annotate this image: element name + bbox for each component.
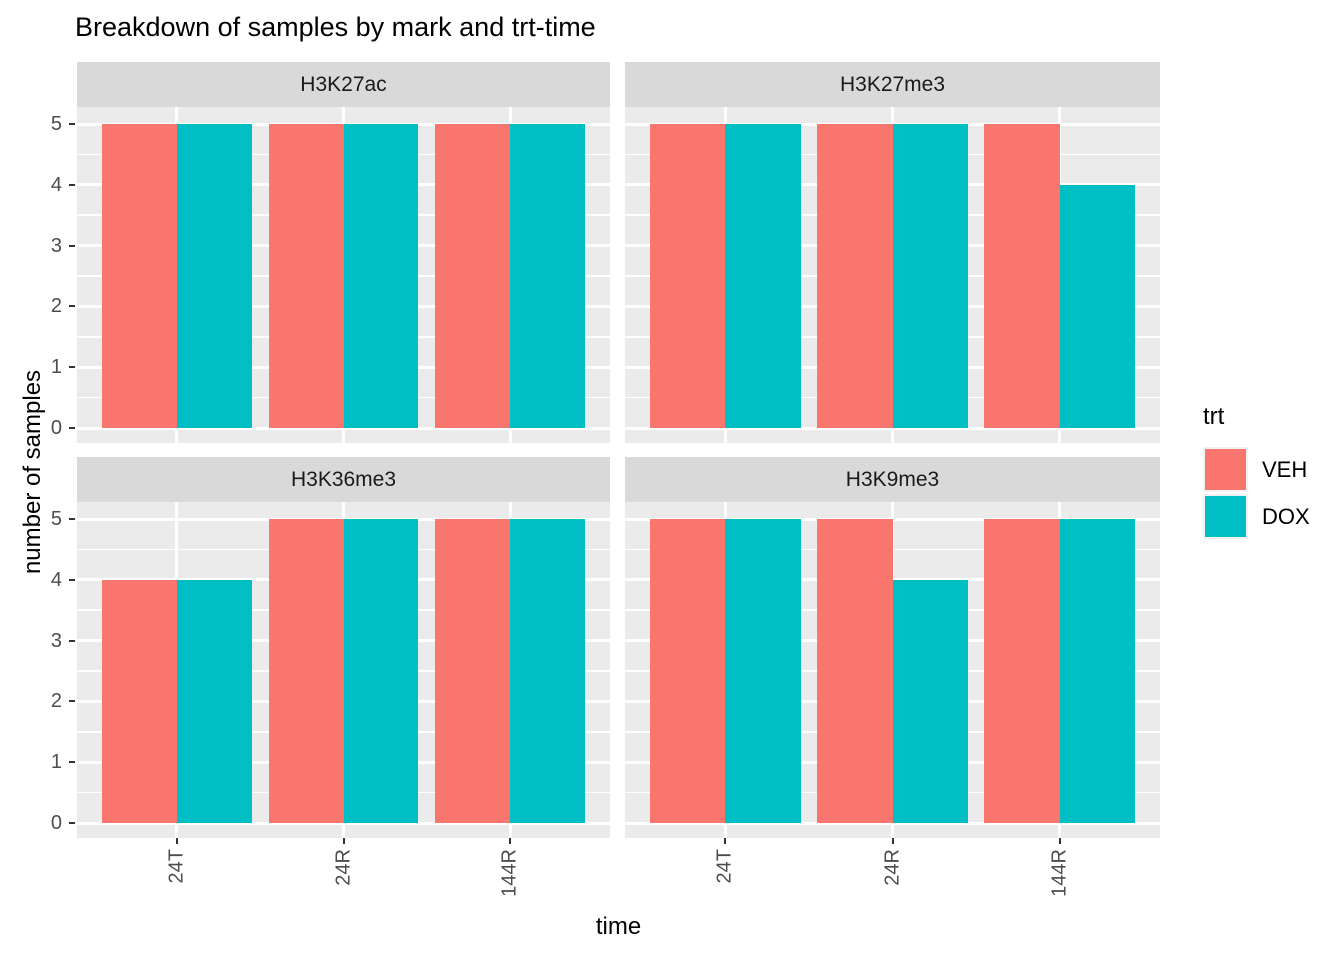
bar-veh-24r (268, 519, 344, 823)
y-axis-tick (69, 822, 75, 824)
y-axis-tick (69, 700, 75, 703)
x-axis-tick (342, 838, 345, 844)
x-axis-tick (175, 838, 178, 844)
y-axis-tick-label: 1 (50, 356, 62, 379)
y-axis-tick-label: 4 (50, 568, 62, 591)
y-axis-tick-label: 5 (50, 508, 62, 530)
facet-strip-h3k36me3: H3K36me3 (77, 457, 610, 502)
y-axis-tick-label: 2 (50, 690, 62, 713)
legend-key-veh (1203, 447, 1248, 492)
facet-label: H3K27me3 (839, 72, 946, 96)
bar-veh-24t (101, 124, 177, 428)
bar-veh-24t (650, 124, 726, 428)
facet-strip-h3k27ac: H3K27ac (77, 62, 610, 107)
bar-veh-144r (435, 124, 511, 428)
x-axis-tick (1058, 838, 1061, 844)
facet-strip-h3k27me3: H3K27me3 (625, 62, 1160, 107)
bar-dox-24r (892, 579, 968, 823)
bar-dox-24t (725, 519, 801, 823)
y-axis-tick (69, 427, 75, 429)
chart-title: Breakdown of samples by mark and trt-tim… (75, 12, 596, 42)
bar-veh-24r (268, 124, 344, 428)
bar-dox-144r (510, 519, 586, 823)
bar-veh-144r (435, 519, 511, 823)
legend-label-veh: VEH (1262, 457, 1308, 482)
bar-dox-24t (725, 124, 801, 428)
bar-veh-24r (817, 519, 893, 823)
facet-label: H3K36me3 (290, 467, 397, 491)
bar-dox-24r (343, 519, 419, 823)
legend-swatch-dox (1205, 496, 1246, 537)
y-axis-tick (69, 518, 75, 520)
y-axis-tick-label: 1 (50, 751, 62, 774)
bar-dox-144r (510, 124, 586, 428)
bar-veh-24t (101, 579, 177, 823)
x-axis-title: time (595, 913, 642, 940)
y-axis-tick-label: 0 (50, 812, 62, 834)
facet-panel-h3k27ac (77, 107, 610, 443)
y-axis-tick (69, 761, 75, 764)
bar-veh-144r (984, 124, 1060, 428)
bar-dox-24t (176, 579, 252, 823)
y-axis-tick-label: 3 (50, 629, 62, 652)
y-axis-tick (69, 305, 75, 308)
legend-title: trt (1203, 403, 1225, 430)
y-axis-tick (69, 639, 75, 642)
y-axis-tick (69, 244, 75, 247)
y-axis-tick (69, 183, 75, 186)
bar-dox-24r (343, 124, 419, 428)
y-axis-tick (69, 123, 75, 125)
bar-veh-24t (650, 519, 726, 823)
y-axis-tick-label: 0 (50, 417, 62, 439)
x-axis-tick (891, 838, 894, 844)
facet-panel-h3k9me3 (625, 502, 1160, 838)
facet-panel-h3k36me3 (77, 502, 610, 838)
facet-label: H3K9me3 (845, 467, 940, 491)
y-axis-tick (69, 578, 75, 581)
bar-veh-24r (817, 124, 893, 428)
facet-panel-h3k27me3 (625, 107, 1160, 443)
bar-dox-24t (176, 124, 252, 428)
bar-veh-144r (984, 519, 1060, 823)
y-axis-tick-label: 5 (50, 113, 62, 135)
y-axis-tick (69, 366, 75, 369)
facet-label: H3K27ac (300, 72, 387, 96)
x-axis-tick (724, 838, 727, 844)
facet-strip-h3k9me3: H3K9me3 (625, 457, 1160, 502)
y-axis-tick-label: 4 (50, 173, 62, 196)
x-axis-tick (509, 838, 512, 844)
bar-dox-144r (1059, 184, 1135, 428)
bar-dox-24r (892, 124, 968, 428)
y-axis-tick-label: 2 (50, 295, 62, 318)
legend-label-dox: DOX (1262, 504, 1310, 529)
legend-swatch-veh (1205, 449, 1246, 490)
legend-key-dox (1203, 494, 1248, 539)
bar-dox-144r (1059, 519, 1135, 823)
y-axis-tick-label: 3 (50, 234, 62, 257)
